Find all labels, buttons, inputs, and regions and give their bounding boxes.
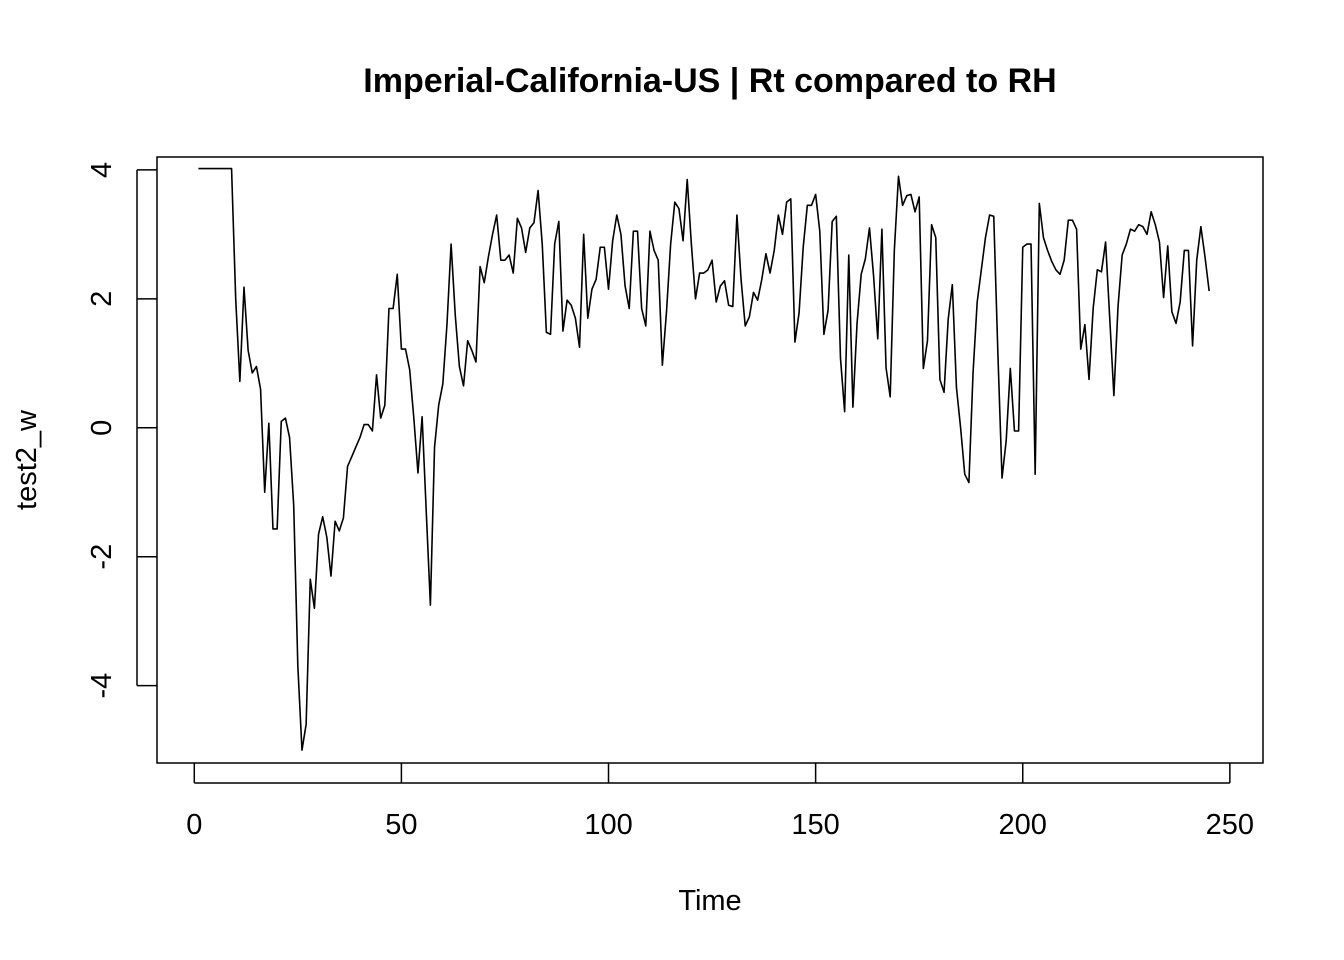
y-tick-label: 4 xyxy=(86,162,118,178)
x-tick-label: 0 xyxy=(186,809,202,841)
y-tick-label: -4 xyxy=(86,673,118,699)
x-tick-label: 150 xyxy=(791,809,839,841)
x-tick-label: 100 xyxy=(584,809,632,841)
series-line xyxy=(198,167,1210,751)
plot-frame xyxy=(156,156,1264,764)
x-tick-label: 50 xyxy=(385,809,417,841)
y-axis: -4 -2 0 2 4 xyxy=(86,162,157,699)
x-tick-label: 250 xyxy=(1206,809,1254,841)
x-axis: 0 50 100 150 200 250 xyxy=(186,763,1254,841)
y-tick-label: 2 xyxy=(86,291,118,307)
y-tick-label: -2 xyxy=(86,544,118,570)
y-tick-label: 0 xyxy=(86,420,118,436)
y-axis-title: test2_w xyxy=(11,409,43,510)
x-tick-label: 200 xyxy=(999,809,1047,841)
x-axis-title: Time xyxy=(678,885,741,917)
chart-title: Imperial-California-US | Rt compared to … xyxy=(363,62,1056,100)
